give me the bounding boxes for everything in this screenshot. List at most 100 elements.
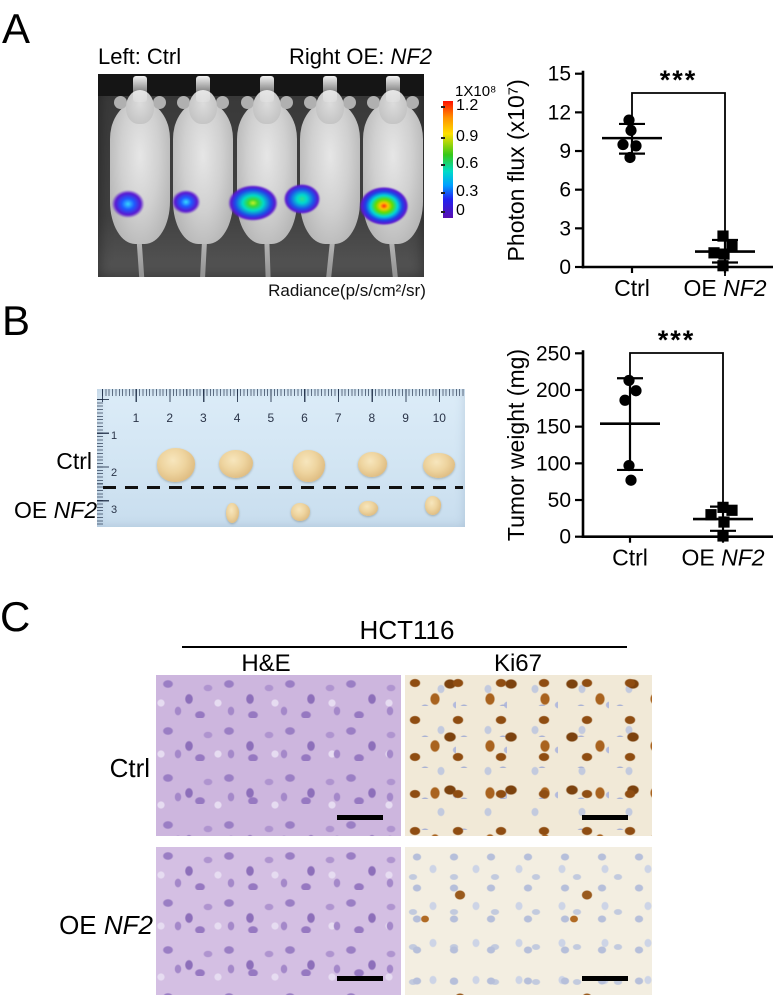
mouse-tail [264, 239, 271, 277]
panel-c-row1-label: Ctrl [109, 753, 150, 783]
data-point-circle [617, 138, 629, 151]
ruler-number: 7 [334, 411, 342, 425]
oe-nf2-tumor [290, 503, 310, 521]
ruler-number: 2 [166, 411, 174, 425]
cell-line-header: HCT116 [359, 615, 455, 645]
ruler-number: 9 [402, 411, 409, 425]
ki67-ctrl-image [405, 675, 652, 836]
panel-b-row1-label: Ctrl [56, 448, 92, 474]
y-tick-label: 250 [536, 342, 571, 365]
anesthesia-cone [196, 76, 210, 102]
stain-col1-header: H&E [241, 650, 291, 677]
category-text: Ctrl [612, 545, 648, 571]
ki67-nf2-image [405, 847, 652, 995]
mouse-body [300, 102, 360, 244]
mouse-ear [280, 96, 293, 109]
right-label-gene: NF2 [390, 44, 432, 69]
colorbar-tick-label: 0.6 [456, 155, 479, 172]
mouse-ear [114, 96, 127, 109]
tumor-bioluminescence-glow [107, 186, 149, 222]
tumor-weight-chart: 0 50 100 150 200 250 Tumor weight (mg) Ctrl OE N… [503, 325, 773, 571]
row2-gene: NF2 [53, 497, 98, 523]
category-text: OE [683, 275, 723, 301]
data-point-square [717, 530, 729, 542]
x-category-label: Ctrl [614, 275, 650, 301]
panel-c-row2-label: OE NF2 [40, 910, 153, 941]
scale-bar [582, 976, 628, 981]
ruler-number: 5 [267, 411, 275, 425]
anesthesia-cone [133, 76, 147, 102]
category-text: OE [681, 545, 721, 571]
panel-c-letter: C [0, 593, 31, 640]
group-divider-dashed-line [103, 486, 463, 489]
y-tick-label: 9 [559, 140, 571, 163]
photon-flux-chart: 0 3 6 9 12 15 Photon flux (x10⁷) Ctrl OE NF2 *** [503, 63, 773, 301]
right-label-prefix: Right OE: [288, 44, 391, 69]
ctrl-tumor [423, 452, 455, 478]
colorbar-tick [441, 211, 445, 213]
data-point-circle [619, 394, 631, 406]
mouse-ear [367, 96, 380, 109]
data-point-circle [630, 385, 642, 397]
data-point-square [708, 247, 720, 259]
colorbar [443, 101, 453, 218]
data-point-square [718, 516, 730, 528]
mouse-tail [199, 239, 208, 277]
mouse-ear [216, 96, 229, 109]
header-underline [182, 646, 627, 648]
ctrl-tumor [219, 450, 253, 478]
category-gene: NF2 [723, 275, 767, 301]
y-tick-label: 0 [559, 526, 571, 549]
ruler-left-ticks [97, 389, 109, 527]
data-point-circle [624, 151, 636, 164]
ruler-number: 4 [233, 411, 241, 425]
anesthesia-cone [260, 76, 274, 102]
significance-bracket [631, 92, 726, 276]
mouse-ear [304, 96, 317, 109]
y-tick-label: 100 [536, 452, 571, 475]
ctrl-tumor [157, 448, 195, 482]
ruler-number: 1 [132, 411, 140, 425]
mouse-ear [406, 96, 419, 109]
data-point-circle [623, 114, 635, 126]
oe-nf2-tumor [358, 500, 378, 516]
scale-bar [337, 976, 383, 981]
c-row2-gene: NF2 [103, 910, 153, 940]
y-tick-label: 12 [548, 101, 571, 124]
tumor-photo: 1 2 3 4 5 6 7 8 9 10 1 2 3 [97, 389, 465, 527]
scale-bar [337, 815, 383, 820]
panel-a-right-group-label: Right OE: NF2 [289, 46, 432, 68]
ctrl-tumor [357, 451, 387, 477]
x-category-label: OE NF2 [681, 545, 764, 571]
tumor-bioluminescence-glow [167, 186, 205, 218]
mouse-ear [343, 96, 356, 109]
y-tick-label: 6 [559, 179, 571, 202]
mouse-ear [177, 96, 190, 109]
he-ctrl-image [156, 675, 401, 836]
ruler-number-left: 1 [111, 430, 118, 442]
data-point-circle [625, 474, 637, 486]
bioluminescence-photo [98, 74, 424, 277]
mouse-ear [241, 96, 254, 109]
stain-col2-header: Ki67 [493, 650, 543, 677]
category-gene: NF2 [721, 545, 765, 571]
y-tick-label: 200 [536, 379, 571, 402]
significance-stars: *** [658, 325, 696, 355]
data-point-circle [630, 140, 642, 152]
data-point-square [726, 240, 738, 252]
y-tick-label: 150 [536, 416, 571, 439]
radiance-caption: Radiance(p/s/cm²/sr) [268, 281, 426, 300]
y-tick-label: 15 [548, 63, 571, 86]
data-point-square [717, 260, 729, 272]
data-point-circle [623, 459, 635, 472]
significance-bracket [629, 352, 724, 523]
colorbar-tick-label: 0.9 [456, 128, 479, 145]
tumor-bioluminescence-glow [356, 184, 412, 228]
ruler-number: 6 [301, 411, 308, 425]
colorbar-scale-label: 1X10⁸ [455, 83, 497, 100]
y-tick-label: 0 [559, 256, 571, 279]
scale-bar [582, 815, 628, 820]
colorbar-tick-label: 0 [456, 202, 465, 219]
data-point-square [718, 248, 730, 260]
